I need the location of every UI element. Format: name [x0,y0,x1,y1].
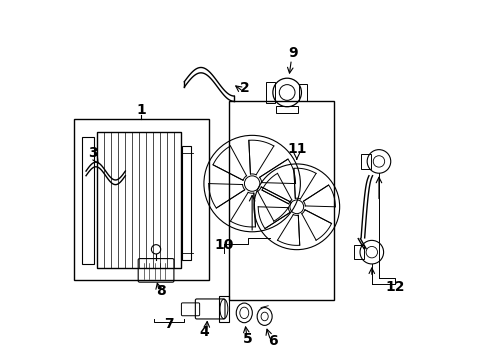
Text: 5: 5 [243,332,253,346]
Text: 11: 11 [287,142,307,156]
Text: 9: 9 [289,46,298,60]
Text: 6: 6 [268,334,278,348]
Text: 4: 4 [199,325,209,339]
Text: 2: 2 [240,81,250,95]
Bar [267,82,275,103]
Bar [182,146,192,260]
Text: 10: 10 [215,238,234,252]
Bar [276,106,298,113]
Text: 8: 8 [156,284,166,298]
Bar [354,245,364,259]
Text: 12: 12 [385,280,405,294]
Bar [229,102,334,300]
Text: 7: 7 [164,317,174,331]
Text: 3: 3 [88,146,98,160]
Bar [219,296,229,322]
Bar [299,84,307,102]
Bar [97,132,181,267]
Bar [361,154,371,168]
Text: 1: 1 [137,103,147,117]
Bar [74,119,209,280]
Bar [82,137,94,264]
